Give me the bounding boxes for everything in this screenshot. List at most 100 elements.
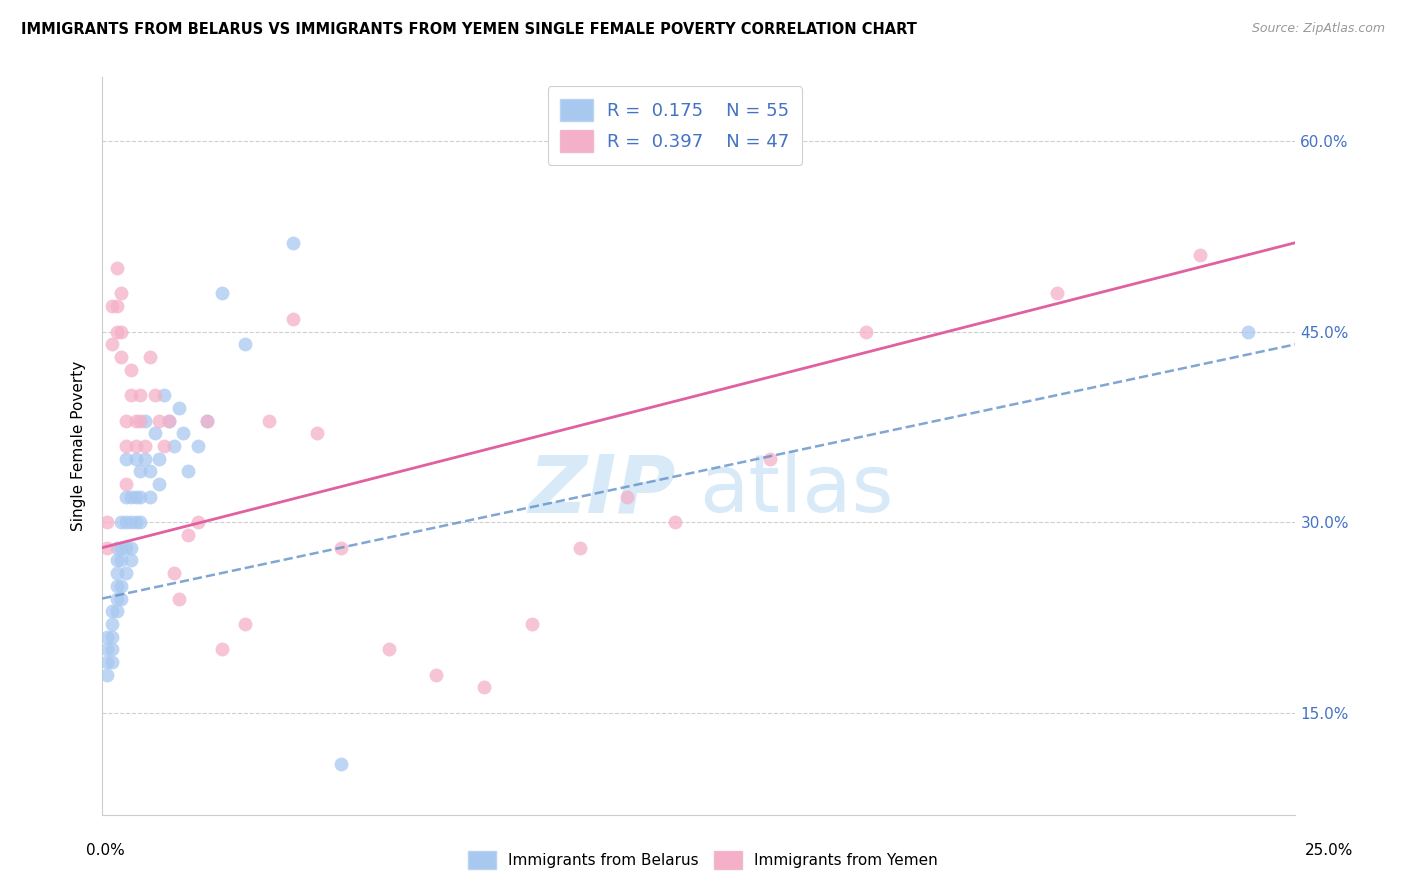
Point xyxy=(855,325,877,339)
Point xyxy=(377,642,399,657)
Point xyxy=(120,490,142,504)
Point xyxy=(105,566,128,580)
Point xyxy=(129,388,152,402)
Point xyxy=(105,299,128,313)
Point xyxy=(172,426,194,441)
Point xyxy=(143,388,166,402)
Point xyxy=(143,426,166,441)
Point xyxy=(124,451,146,466)
Point xyxy=(148,477,170,491)
Point xyxy=(187,515,209,529)
Point xyxy=(148,414,170,428)
Point xyxy=(105,579,128,593)
Point xyxy=(329,541,352,555)
Point xyxy=(153,388,176,402)
Point xyxy=(163,566,186,580)
Point xyxy=(115,439,138,453)
Point xyxy=(124,439,146,453)
Point xyxy=(115,515,138,529)
Point xyxy=(520,616,543,631)
Point xyxy=(134,414,156,428)
Point xyxy=(281,312,304,326)
Point xyxy=(100,616,122,631)
Point xyxy=(120,553,142,567)
Point xyxy=(472,681,495,695)
Point xyxy=(100,604,122,618)
Point xyxy=(177,464,200,478)
Legend: Immigrants from Belarus, Immigrants from Yemen: Immigrants from Belarus, Immigrants from… xyxy=(463,845,943,875)
Point xyxy=(664,515,686,529)
Point xyxy=(139,350,162,364)
Point xyxy=(211,642,233,657)
Text: ZIP: ZIP xyxy=(527,451,675,529)
Text: 25.0%: 25.0% xyxy=(1305,843,1353,858)
Point xyxy=(115,541,138,555)
Point xyxy=(96,667,118,681)
Point xyxy=(105,541,128,555)
Point xyxy=(124,515,146,529)
Point xyxy=(195,414,218,428)
Point xyxy=(129,414,152,428)
Point xyxy=(115,566,138,580)
Point xyxy=(167,591,190,606)
Point xyxy=(134,439,156,453)
Point xyxy=(110,350,132,364)
Point xyxy=(124,490,146,504)
Point xyxy=(163,439,186,453)
Point xyxy=(105,325,128,339)
Point xyxy=(139,464,162,478)
Point xyxy=(129,464,152,478)
Point xyxy=(110,325,132,339)
Point xyxy=(115,414,138,428)
Point xyxy=(120,388,142,402)
Point xyxy=(110,515,132,529)
Point xyxy=(115,451,138,466)
Point xyxy=(425,667,447,681)
Point xyxy=(110,591,132,606)
Point xyxy=(110,286,132,301)
Point xyxy=(305,426,328,441)
Point xyxy=(100,630,122,644)
Y-axis label: Single Female Poverty: Single Female Poverty xyxy=(72,361,86,531)
Point xyxy=(105,553,128,567)
Point xyxy=(259,414,281,428)
Point xyxy=(100,299,122,313)
Point xyxy=(120,541,142,555)
Point xyxy=(100,642,122,657)
Point xyxy=(124,414,146,428)
Point xyxy=(329,756,352,771)
Point xyxy=(153,439,176,453)
Point xyxy=(120,363,142,377)
Point xyxy=(120,515,142,529)
Point xyxy=(100,655,122,669)
Point xyxy=(110,541,132,555)
Point xyxy=(157,414,180,428)
Point xyxy=(96,655,118,669)
Point xyxy=(129,515,152,529)
Point xyxy=(134,451,156,466)
Point xyxy=(105,591,128,606)
Legend: R =  0.175    N = 55, R =  0.397    N = 47: R = 0.175 N = 55, R = 0.397 N = 47 xyxy=(548,87,803,165)
Point xyxy=(105,604,128,618)
Point xyxy=(187,439,209,453)
Point xyxy=(177,528,200,542)
Point xyxy=(1236,325,1258,339)
Point xyxy=(115,477,138,491)
Text: IMMIGRANTS FROM BELARUS VS IMMIGRANTS FROM YEMEN SINGLE FEMALE POVERTY CORRELATI: IMMIGRANTS FROM BELARUS VS IMMIGRANTS FR… xyxy=(21,22,917,37)
Point xyxy=(235,616,257,631)
Point xyxy=(1046,286,1069,301)
Point xyxy=(105,261,128,276)
Point xyxy=(568,541,591,555)
Point xyxy=(129,490,152,504)
Point xyxy=(139,490,162,504)
Point xyxy=(96,515,118,529)
Point xyxy=(115,490,138,504)
Text: 0.0%: 0.0% xyxy=(86,843,125,858)
Point xyxy=(167,401,190,415)
Point xyxy=(235,337,257,351)
Point xyxy=(100,337,122,351)
Point xyxy=(148,451,170,466)
Point xyxy=(211,286,233,301)
Point xyxy=(195,414,218,428)
Point xyxy=(281,235,304,250)
